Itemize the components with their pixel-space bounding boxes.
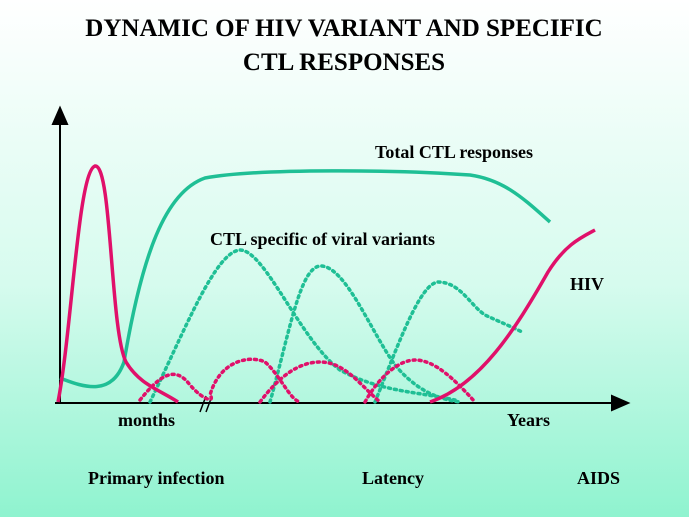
- variant-curves: [138, 248, 524, 404]
- title-line-2: CTL RESPONSES: [243, 49, 445, 76]
- phase-label: AIDS: [577, 468, 620, 488]
- hiv-curve: [429, 228, 596, 404]
- curve-label: Total CTL responses: [375, 142, 533, 162]
- axis-label: months: [118, 410, 175, 430]
- phase-label: Latency: [362, 468, 424, 488]
- hiv-variant-curve: [258, 360, 382, 404]
- hiv-variant-curve: [138, 357, 302, 404]
- curve-label: HIV: [570, 274, 604, 294]
- title-line-1: DYNAMIC OF HIV VARIANT AND SPECIFIC: [85, 15, 602, 42]
- y-arrow: [51, 105, 69, 125]
- ctl-variant-curve: [373, 280, 524, 404]
- phase-label: Primary infection: [88, 468, 224, 488]
- curve-label: CTL specific of viral variants: [210, 229, 435, 249]
- axis-label: Years: [507, 410, 550, 430]
- hiv-variant-curve: [363, 358, 477, 404]
- hiv-curve: [56, 164, 179, 404]
- ctl-variant-curve: [268, 264, 462, 404]
- x-arrow: [611, 394, 631, 412]
- total-ctl-curve: [59, 169, 552, 389]
- ctl-variant-curve: [148, 248, 457, 404]
